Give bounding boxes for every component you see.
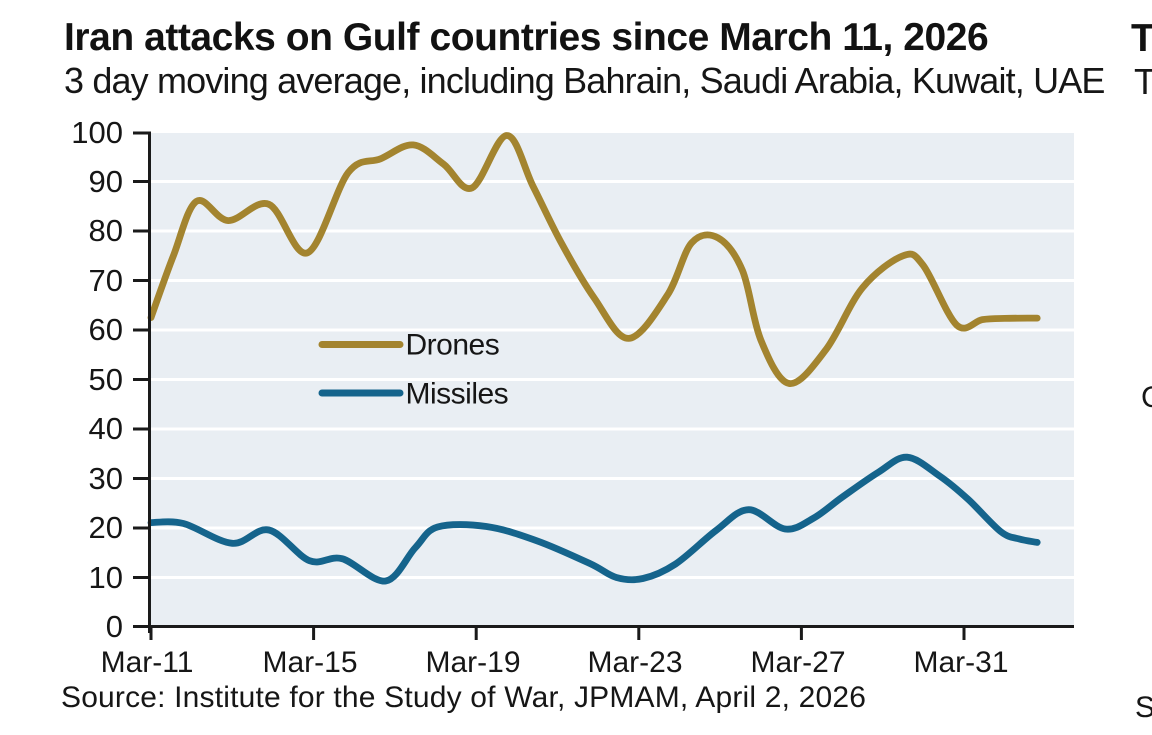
svg-text:80: 80 (89, 213, 123, 248)
svg-text:0: 0 (106, 609, 123, 644)
svg-text:100: 100 (71, 115, 123, 150)
svg-text:Mar-23: Mar-23 (587, 646, 682, 679)
svg-text:90: 90 (89, 164, 123, 199)
svg-text:70: 70 (89, 263, 123, 298)
svg-text:50: 50 (89, 362, 123, 397)
svg-text:10: 10 (89, 560, 123, 595)
svg-text:Mar-15: Mar-15 (262, 646, 357, 679)
svg-text:Drones: Drones (406, 329, 500, 362)
svg-text:Missiles: Missiles (406, 378, 509, 411)
svg-text:Mar-19: Mar-19 (425, 646, 520, 679)
svg-text:30: 30 (89, 461, 123, 496)
svg-text:Mar-11: Mar-11 (101, 646, 194, 679)
svg-text:40: 40 (89, 411, 123, 446)
svg-text:Mar-27: Mar-27 (750, 646, 845, 679)
svg-text:Mar-31: Mar-31 (913, 646, 1008, 679)
svg-text:20: 20 (89, 510, 123, 545)
svg-text:60: 60 (89, 312, 123, 347)
